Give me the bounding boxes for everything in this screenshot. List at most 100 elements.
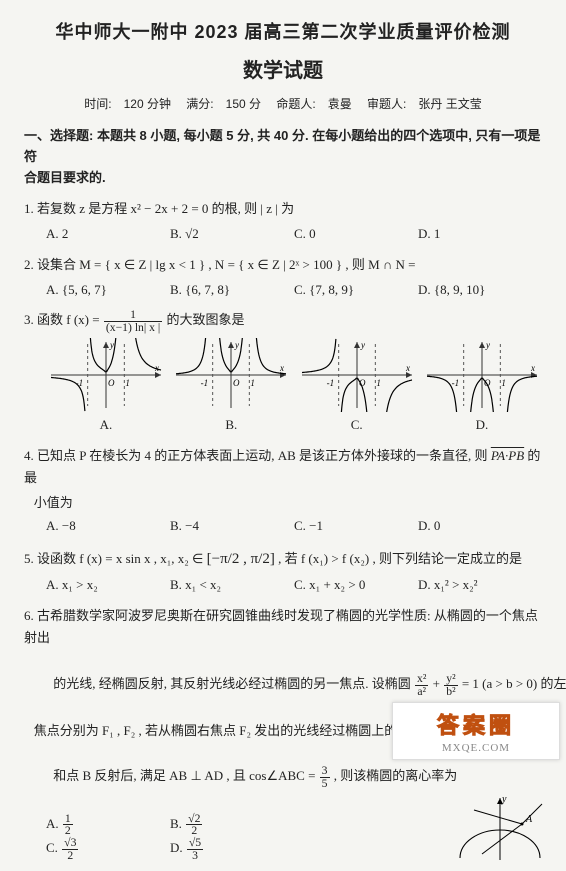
- main-title: 华中师大一附中 2023 届高三第二次学业质量评价检测: [24, 18, 542, 44]
- watermark: 答案圈 MXQE.COM: [392, 702, 560, 760]
- svg-text:O: O: [233, 378, 240, 388]
- sub-title: 数学试题: [24, 54, 542, 83]
- q1-stem: 1. 若复数 z 是方程 x² − 2x + 2 = 0 的根, 则 | z |…: [24, 198, 542, 221]
- q6-d-num: √5: [187, 837, 203, 850]
- full-label: 满分:: [186, 97, 213, 111]
- q6-c-label: C.: [46, 840, 61, 855]
- q6-c-den: 2: [62, 850, 78, 862]
- q3-fraction: 1(x−1) ln| x |: [104, 309, 162, 333]
- q1-choices: A. 2 B. √2 C. 0 D. 1: [24, 223, 542, 246]
- q6-cos-frac: 35: [320, 765, 330, 789]
- q6-b-label: B.: [170, 816, 185, 831]
- q6-choice-a: A. 12: [46, 813, 170, 837]
- svg-text:y: y: [360, 340, 365, 350]
- graph-a-svg: -1O1xy: [47, 338, 165, 412]
- q2-choices: A. {5, 6, 7} B. {6, 7, 8} C. {7, 8, 9} D…: [24, 279, 542, 302]
- watermark-small: MXQE.COM: [442, 742, 510, 754]
- q5-choices: A. x₁ > x₂ B. x₁ < x₂ C. x₁ + x₂ > 0 D. …: [24, 574, 542, 597]
- q6-choice-c: C. √32: [46, 837, 170, 861]
- q2-choice-c: C. {7, 8, 9}: [294, 279, 418, 302]
- question-5: 5. 设函数 f (x) = x sin x , x₁, x₂ ∈ [−π/2 …: [24, 546, 542, 597]
- q3-graph-c: -1O1xy C.: [297, 338, 417, 437]
- question-1: 1. 若复数 z 是方程 x² − 2x + 2 = 0 的根, 则 | z |…: [24, 198, 542, 246]
- q4-choice-d: D. 0: [418, 515, 542, 538]
- q4-choices: A. −8 B. −4 C. −1 D. 0: [24, 515, 542, 538]
- meta-line: 时间:120 分钟 满分:150 分 命题人:袁曼 审题人:张丹 王文莹: [24, 95, 542, 112]
- question-4: 4. 已知点 P 在棱长为 4 的正方体表面上运动, AB 是该正方体外接球的一…: [24, 445, 542, 538]
- question-2: 2. 设集合 M = { x ∈ Z | lg x < 1 } , N = { …: [24, 254, 542, 302]
- q6-a-label: A.: [46, 816, 62, 831]
- q1-choice-c: C. 0: [294, 223, 418, 246]
- q4-line1: 4. 已知点 P 在棱长为 4 的正方体表面上运动, AB 是该正方体外接球的一…: [24, 445, 542, 491]
- reviewer-label: 审题人:: [367, 97, 406, 111]
- q6-e-num1: x²: [415, 673, 428, 686]
- svg-text:1: 1: [251, 378, 256, 388]
- q6-plus: +: [429, 676, 443, 691]
- graph-c-svg: -1O1xy: [298, 338, 416, 412]
- watermark-big: 答案圈: [437, 708, 515, 740]
- svg-text:x: x: [405, 363, 410, 373]
- q6-b-den: 2: [186, 825, 202, 837]
- q5-stem-prefix: 5. 设函数 f (x) = x sin x , x₁, x₂ ∈: [24, 551, 207, 566]
- q3-graph-a: -1O1xy A.: [46, 338, 166, 437]
- q3-graph-row: -1O1xy A. -1O1xy B. -1O1xy C. -1O1xy D.: [24, 338, 542, 437]
- q3-label-c: C.: [351, 414, 363, 437]
- q3-graph-b: -1O1xy B.: [171, 338, 291, 437]
- q6-line4-prefix: 和点 B 反射后, 满足 AB ⊥ AD , 且 cos∠ABC =: [44, 769, 319, 784]
- q5-choice-d: D. x₁² > x₂²: [418, 574, 542, 597]
- q2-choice-d: D. {8, 9, 10}: [418, 279, 542, 302]
- svg-text:1: 1: [376, 378, 381, 388]
- q5-choice-b: B. x₁ < x₂: [170, 574, 294, 597]
- q3-frac-den: (x−1) ln| x |: [104, 322, 162, 334]
- q3-stem: 3. 函数 f (x) = 1(x−1) ln| x | 的大致图象是: [24, 309, 542, 333]
- q6-b-frac: √22: [186, 813, 202, 837]
- q2-choice-b: B. {6, 7, 8}: [170, 279, 294, 302]
- q6-a-num: 1: [63, 813, 73, 826]
- q3-graph-d: -1O1xy D.: [422, 338, 542, 437]
- q6-e-den1: a²: [415, 686, 428, 698]
- full-value: 150 分: [226, 97, 261, 111]
- svg-text:O: O: [108, 378, 115, 388]
- q6-d-label: D.: [170, 840, 186, 855]
- q5-stem: 5. 设函数 f (x) = x sin x , x₁, x₂ ∈ [−π/2 …: [24, 546, 542, 572]
- svg-text:-1: -1: [201, 378, 208, 388]
- q1-choice-b: B. √2: [170, 223, 294, 246]
- setter-label: 命题人:: [276, 97, 315, 111]
- q6-line1: 6. 古希腊数学家阿波罗尼奥斯在研究圆锥曲线时发现了椭圆的光学性质: 从椭圆的一…: [24, 605, 542, 651]
- svg-text:1: 1: [501, 378, 506, 388]
- q4-choice-b: B. −4: [170, 515, 294, 538]
- q6-cos-num: 3: [320, 765, 330, 778]
- time-label: 时间:: [84, 97, 111, 111]
- svg-text:y: y: [485, 340, 490, 350]
- q6-cos-den: 5: [320, 778, 330, 790]
- svg-text:y: y: [109, 340, 114, 350]
- q4-vector: PA·PB: [491, 448, 524, 463]
- svg-text:O: O: [484, 378, 491, 388]
- graph-b-svg: -1O1xy: [172, 338, 290, 412]
- q5-interval: [−π/2 , π/2]: [207, 551, 275, 567]
- q3-stem-suffix: 的大致图象是: [163, 313, 244, 328]
- q2-stem: 2. 设集合 M = { x ∈ Z | lg x < 1 } , N = { …: [24, 254, 542, 277]
- svg-text:y: y: [234, 340, 239, 350]
- time-value: 120 分钟: [124, 97, 171, 111]
- svg-text:-1: -1: [326, 378, 334, 388]
- question-3: 3. 函数 f (x) = 1(x−1) ln| x | 的大致图象是 -1O1…: [24, 309, 542, 436]
- reviewer-value: 张丹 王文莹: [418, 97, 481, 111]
- q2-choice-a: A. {5, 6, 7}: [46, 279, 170, 302]
- q6-c-frac: √32: [62, 837, 78, 861]
- q4-choice-a: A. −8: [46, 515, 170, 538]
- q6-d-frac: √53: [187, 837, 203, 861]
- section-heading-line1: 一、选择题: 本题共 8 小题, 每小题 5 分, 共 40 分. 在每小题给出…: [24, 126, 542, 168]
- q4-line1-text: 4. 已知点 P 在棱长为 4 的正方体表面上运动, AB 是该正方体外接球的一…: [24, 448, 491, 463]
- q6-d-den: 3: [187, 850, 203, 862]
- q6-e-den2: b²: [444, 686, 457, 698]
- q6-eq: = 1 (a > b > 0) 的左、右: [459, 676, 566, 691]
- q5-stem-mid: , 若 f (x₁) > f (x₂) , 则下列结论一定成立的是: [275, 551, 522, 566]
- q6-a-den: 2: [63, 825, 73, 837]
- q6-line4-suffix: , 则该椭圆的离心率为: [331, 769, 458, 784]
- q1-choice-a: A. 2: [46, 223, 170, 246]
- q6-a-frac: 12: [63, 813, 73, 837]
- q6-e-num2: y²: [444, 673, 457, 686]
- q6-ellipse-frac1: x²a²: [415, 673, 428, 697]
- q1-choice-d: D. 1: [418, 223, 542, 246]
